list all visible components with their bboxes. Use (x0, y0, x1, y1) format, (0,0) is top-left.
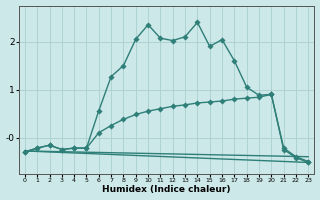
X-axis label: Humidex (Indice chaleur): Humidex (Indice chaleur) (102, 185, 231, 194)
